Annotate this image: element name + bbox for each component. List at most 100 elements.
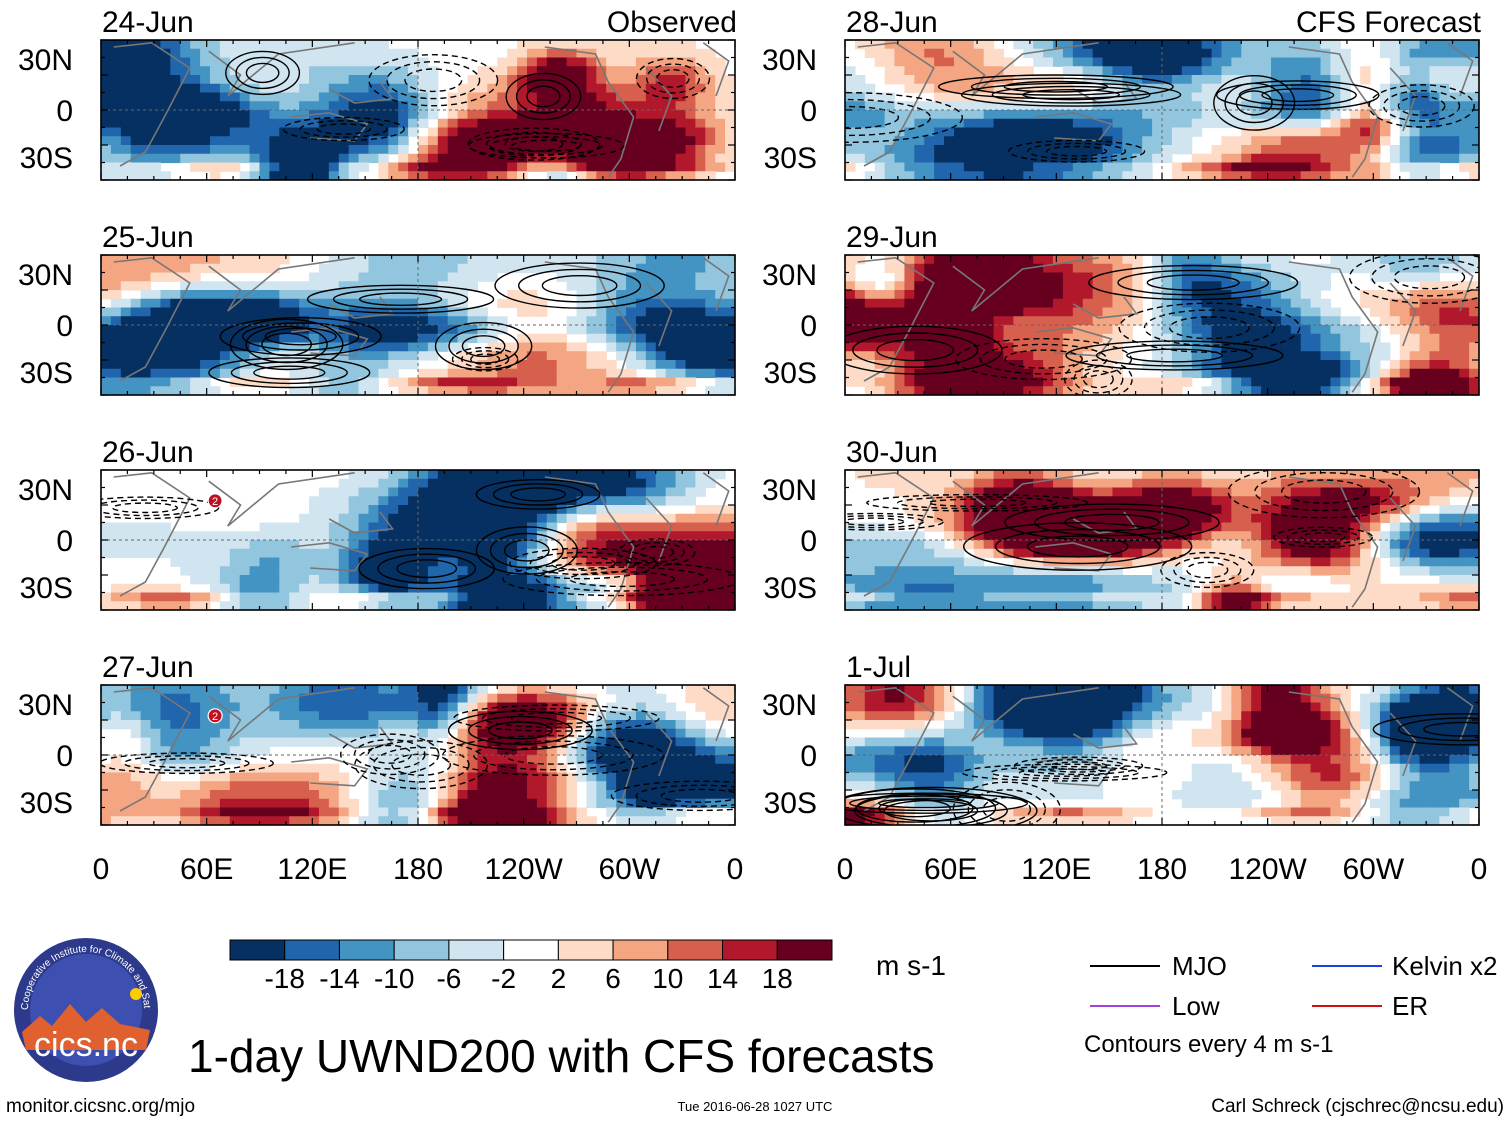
legend-label-mjo: MJO [1172, 951, 1227, 981]
mjo-contours [101, 704, 735, 812]
colorbar-swatch [393, 939, 450, 961]
coastlines [857, 471, 1474, 608]
colorbar-swatch [776, 939, 833, 961]
y-tick-label: 30S [764, 787, 817, 820]
y-tick-label: 0 [800, 95, 817, 128]
panel-side-label: Observed [607, 6, 737, 39]
colorbar-swatch [229, 939, 286, 961]
x-axis-left: 0 60E 120E 180 120W 60W 0 [93, 853, 744, 886]
colorbar-swatch [503, 939, 559, 961]
y-tick-label: 30N [762, 689, 817, 722]
y-tick-label: 30N [762, 44, 817, 77]
storm-marker-icon [207, 708, 223, 724]
panel-ticks [100, 254, 736, 396]
x-tick-label: 0 [727, 853, 744, 886]
logo-mountains [22, 1004, 150, 1050]
panel-26-jun: 2 26-Jun 30N 0 30S [18, 436, 736, 611]
y-tick-label: 30N [18, 44, 73, 77]
y-tick-label: 30N [18, 474, 73, 507]
mjo-contours [845, 255, 1479, 395]
storm-marker-label: 2 [212, 711, 218, 723]
panel-date-label: 25-Jun [102, 221, 194, 254]
panel-29-jun: 29-Jun 30N 0 30S [762, 221, 1480, 396]
colorbar-tick-label: 2 [551, 963, 567, 994]
panel-25-jun: 25-Jun 30N 0 30S [18, 221, 736, 396]
x-tick-label: 120E [1021, 853, 1091, 886]
legend: MJO Kelvin x2 Low ER Contours every 4 m … [1084, 951, 1498, 1058]
y-tick-label: 30N [18, 689, 73, 722]
coastlines [113, 686, 730, 823]
panel-ticks [100, 469, 736, 611]
panel-date-label: 24-Jun [102, 6, 194, 39]
colorbar-units: m s-1 [876, 950, 946, 981]
mjo-contours [845, 74, 1475, 163]
x-tick-label: 180 [393, 853, 443, 886]
y-tick-label: 30S [764, 572, 817, 605]
x-tick-label: 60E [180, 853, 233, 886]
panel-28-jun: 28-Jun CFS Forecast 30N 0 30S [762, 6, 1482, 181]
footer-website: monitor.cicsnc.org/mjo [6, 1096, 195, 1117]
x-tick-label: 120E [277, 853, 347, 886]
coastlines [857, 41, 1474, 178]
x-tick-label: 180 [1137, 853, 1187, 886]
footer-timestamp: Tue 2016-06-28 1027 UTC [678, 1099, 833, 1114]
storm-marker-icon [207, 493, 223, 509]
colorbar-tick-label: 6 [605, 963, 621, 994]
legend-label-er: ER [1392, 991, 1428, 1021]
colorbar-tick-label: -14 [319, 963, 359, 994]
storm-marker-label: 2 [212, 496, 218, 508]
colorbar-tick-label: 10 [652, 963, 683, 994]
y-tick-label: 0 [800, 310, 817, 343]
panel-ticks [100, 684, 736, 826]
colorbar-swatch [448, 939, 505, 961]
y-tick-label: 30S [20, 142, 73, 175]
colorbar-swatch [338, 939, 395, 961]
x-tick-label: 120W [484, 853, 563, 886]
colorbar: -18 -14 -10 -6 -2 2 6 10 14 18 [229, 939, 833, 994]
mjo-contours [845, 470, 1421, 589]
mjo-contours [225, 50, 711, 161]
y-tick-label: 0 [56, 310, 73, 343]
y-tick-label: 30S [20, 787, 73, 820]
colorbar-tick-label: -6 [436, 963, 461, 994]
panel-30-jun: 30-Jun 30N 0 30S [762, 436, 1480, 611]
mjo-contours [101, 478, 735, 597]
colorbar-swatch [284, 939, 340, 961]
y-tick-label: 0 [56, 525, 73, 558]
panel-ticks [844, 39, 1480, 181]
colorbar-swatch [667, 939, 724, 961]
logo-wordmark: cics.nc [34, 1026, 138, 1064]
mjo-contours [845, 713, 1479, 825]
wind-field [101, 255, 735, 395]
y-tick-label: 30S [764, 142, 817, 175]
coastlines [113, 471, 730, 608]
panel-date-label: 27-Jun [102, 651, 194, 684]
panel-ticks [844, 254, 1480, 396]
coastlines [857, 686, 1474, 823]
wind-field [101, 470, 735, 610]
legend-label-low: Low [1172, 991, 1220, 1021]
y-tick-label: 30N [762, 474, 817, 507]
y-tick-label: 30S [764, 357, 817, 390]
panel-1-jul: 1-Jul 30N 0 30S [762, 651, 1480, 826]
x-tick-label: 0 [837, 853, 854, 886]
panel-side-label: CFS Forecast [1296, 6, 1482, 39]
y-tick-label: 30N [762, 259, 817, 292]
colorbar-swatch [612, 939, 669, 961]
x-tick-label: 60W [598, 853, 660, 886]
colorbar-tick-label: 18 [762, 963, 793, 994]
panel-27-jun: 2 27-Jun 30N 0 30S [18, 651, 736, 826]
footer-author: Carl Schreck (cjschrec@ncsu.edu) [1211, 1096, 1504, 1117]
x-tick-label: 0 [93, 853, 110, 886]
y-tick-label: 0 [56, 740, 73, 773]
x-tick-label: 0 [1471, 853, 1488, 886]
panel-24-jun: 24-Jun Observed 30N 0 30S [18, 6, 737, 181]
wind-field [845, 470, 1479, 610]
figure-title: 1-day UWND200 with CFS forecasts [188, 1030, 934, 1082]
panel-ticks [100, 39, 736, 181]
colorbar-tick-label: -18 [264, 963, 304, 994]
mjo-contours [208, 262, 665, 389]
colorbar-swatch [722, 939, 778, 961]
colorbar-tick-label: -2 [491, 963, 516, 994]
